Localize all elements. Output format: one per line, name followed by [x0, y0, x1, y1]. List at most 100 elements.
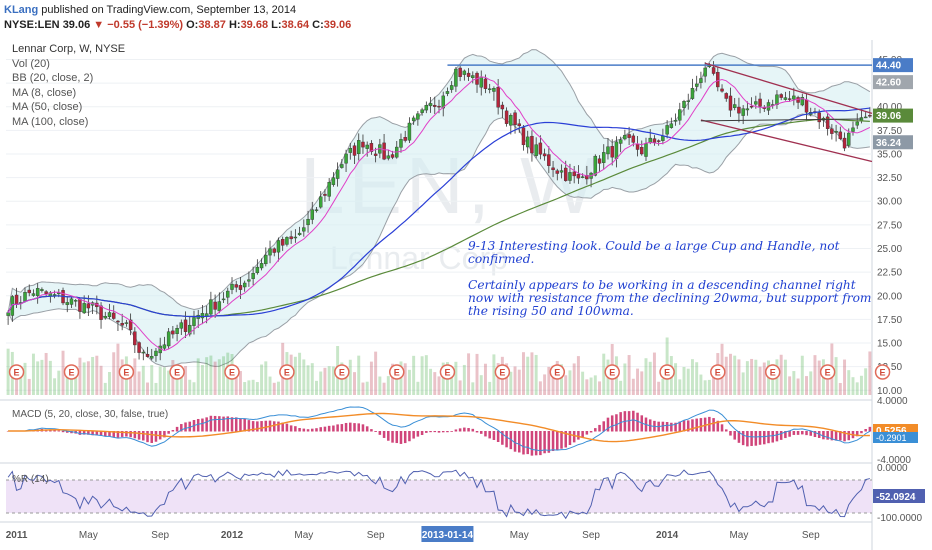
macd-tick-top: 4.0000 [877, 396, 908, 407]
volume-bar [534, 354, 538, 395]
volume-bar [855, 382, 859, 395]
candle-body [31, 293, 36, 296]
volume-bar [843, 359, 847, 395]
macd-hist-bar [441, 431, 445, 433]
volume-bar [737, 359, 741, 395]
candle [272, 247, 276, 257]
macd-hist-bar [142, 431, 145, 441]
macd-hist-bar [805, 431, 808, 436]
wr-line [7, 469, 871, 520]
candle-body [323, 193, 327, 196]
macd-hist-bar [577, 431, 580, 440]
candle [120, 313, 124, 331]
price-tick-label-1: 12.50 [877, 362, 902, 373]
candle-body [99, 305, 103, 320]
volume-bar [838, 382, 842, 395]
candle-body [390, 154, 395, 158]
candle [352, 142, 357, 164]
macd-hist-bar [564, 431, 567, 448]
author-name[interactable]: KLang [4, 4, 39, 16]
volume-bar [6, 348, 10, 395]
macd-hist-bar [361, 424, 365, 432]
legend-ma8[interactable]: MA (8, close) [12, 86, 77, 99]
candle-body [437, 105, 441, 108]
volume-bar [745, 361, 749, 395]
volume-bar [526, 356, 530, 395]
legend-ma100[interactable]: MA (100, close) [12, 115, 89, 128]
candle [433, 96, 437, 114]
candle-body [124, 322, 129, 324]
volume-bar [868, 351, 872, 395]
volume-bar [116, 343, 120, 395]
macd-hist-bar [420, 431, 424, 435]
legend-bb[interactable]: BB (20, close, 2) [12, 72, 94, 84]
candle-body [466, 72, 471, 77]
macd-hist-bar [154, 431, 158, 442]
candle [175, 324, 179, 342]
macd-hist-bar [129, 431, 132, 438]
macd-hist-bar [792, 431, 796, 435]
macd-hist-bar [332, 425, 335, 432]
earnings-circle [8, 364, 25, 380]
legend-vol[interactable]: Vol (20) [12, 57, 50, 70]
macd-title[interactable]: MACD (5, 20, close, 30, false, true) [12, 409, 169, 420]
candle-body [399, 139, 403, 148]
candle [745, 101, 750, 116]
wr-title[interactable]: %R (14) [12, 474, 49, 485]
macd-hist-bar [387, 431, 390, 441]
ohlc-l-label: L: [271, 19, 282, 31]
macd-hist-bar [695, 418, 698, 432]
candle-body [749, 105, 754, 108]
volume-bar [298, 352, 302, 395]
time-tick-label-11: Sep [802, 530, 820, 541]
candle [268, 240, 272, 264]
price-label-bg-3 [873, 135, 913, 150]
volume-bar [796, 378, 800, 395]
macd-hist-bar [610, 415, 614, 432]
candle [200, 305, 205, 325]
candle-body [264, 254, 268, 265]
time-tick-label-9: 2014 [656, 530, 679, 541]
macd-hist-bar [281, 422, 284, 432]
volume-bar [276, 381, 280, 395]
macd-hist-bar [412, 431, 415, 439]
candle-body [247, 279, 251, 282]
earnings-circle [549, 364, 566, 380]
candle-body [868, 115, 872, 117]
candle-body [724, 93, 728, 99]
candle-body [162, 344, 167, 349]
symbol[interactable]: NYSE:LEN [4, 19, 60, 31]
earnings-circle [389, 364, 405, 380]
macd-hist-bar [260, 421, 263, 432]
earnings-marker [8, 364, 25, 380]
macd-hist-bar [809, 431, 813, 436]
candle [699, 71, 703, 89]
candle [597, 155, 602, 173]
volume-bar [703, 380, 707, 395]
volume-bar [167, 370, 171, 395]
volume-bar [783, 359, 787, 395]
volume-bar [674, 363, 678, 395]
candle [361, 134, 365, 154]
candle-body [44, 291, 48, 294]
volume-bar [640, 371, 644, 395]
volume-bar [251, 379, 255, 395]
macd-hist-bar [99, 431, 103, 436]
macd-hist-bar [213, 415, 217, 432]
candle [551, 161, 555, 178]
candle [471, 71, 475, 84]
volume-bar [386, 376, 390, 395]
candle-body [268, 248, 272, 256]
candle-body [213, 301, 217, 310]
candle-body [128, 319, 133, 330]
candle [509, 113, 513, 135]
candle [462, 69, 467, 81]
candle-body [251, 273, 255, 279]
candle-body [27, 289, 31, 294]
candle [555, 168, 560, 181]
candle [280, 236, 285, 251]
candle-body [297, 232, 302, 236]
legend-ma50[interactable]: MA (50, close) [12, 101, 83, 113]
volume-bar [154, 382, 158, 395]
